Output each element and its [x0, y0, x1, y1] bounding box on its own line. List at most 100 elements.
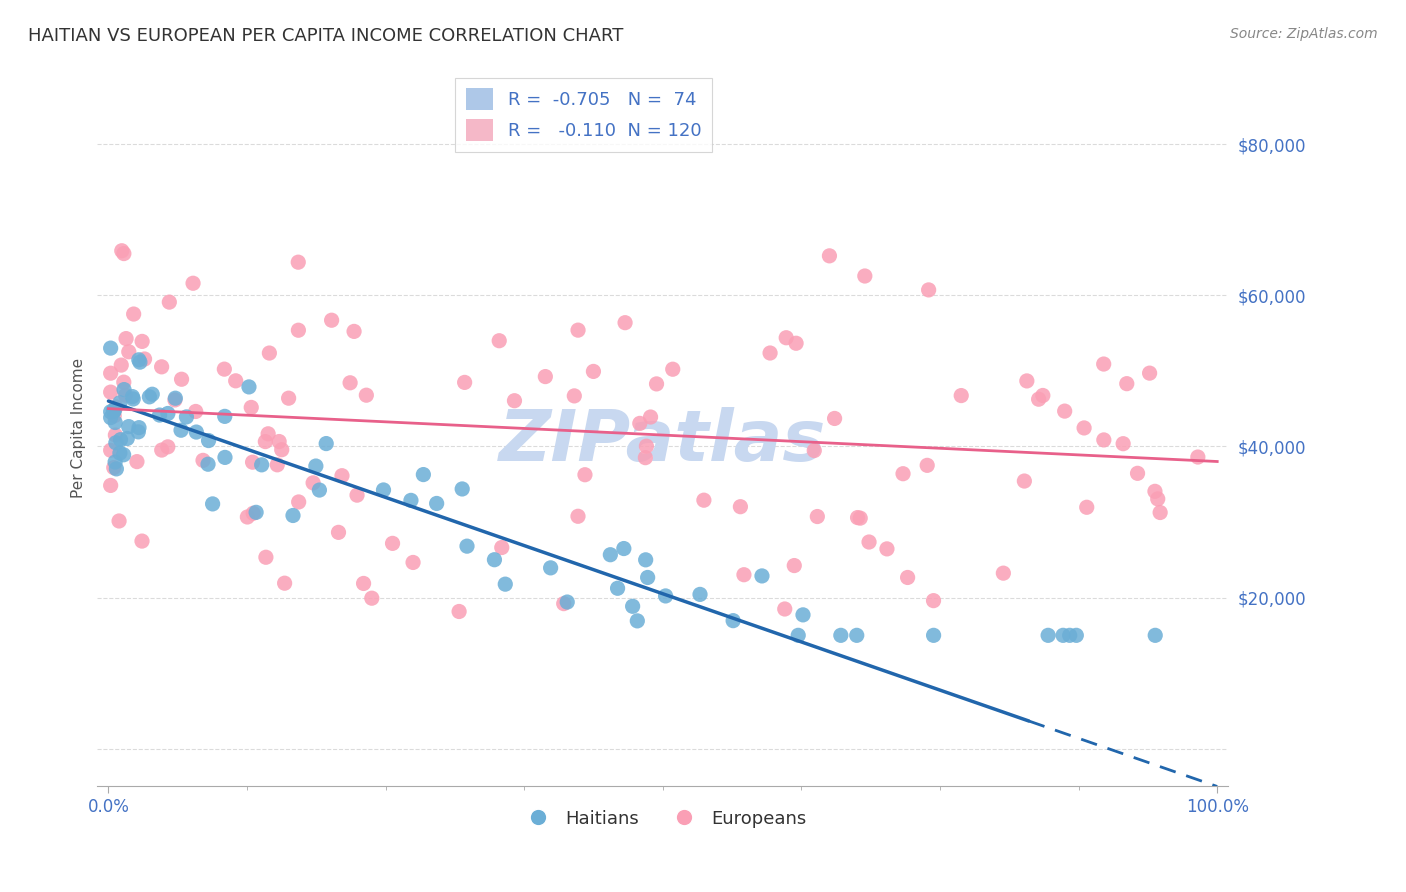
Point [759, 346, 782, 360]
Point [787, 628, 810, 642]
Point [108, 396, 131, 410]
Point [491, 541, 513, 555]
Point [122, 307, 145, 321]
Point [922, 628, 945, 642]
Point [356, 388, 378, 402]
Point [287, 323, 309, 337]
Point [330, 468, 353, 483]
Point [412, 467, 434, 482]
Point [582, 364, 605, 378]
Point [1126, 467, 1149, 481]
Point [773, 602, 796, 616]
Point [451, 482, 474, 496]
Point [308, 483, 330, 497]
Point [184, 404, 207, 418]
Point [114, 388, 136, 402]
Point [100, 341, 122, 355]
Point [640, 410, 662, 425]
Point [115, 332, 138, 346]
Point [1059, 628, 1081, 642]
Point [1149, 506, 1171, 520]
Point [112, 246, 135, 260]
Point [138, 390, 160, 404]
Point [381, 536, 404, 550]
Point [240, 401, 263, 415]
Point [110, 433, 132, 447]
Point [266, 458, 288, 472]
Point [118, 419, 141, 434]
Point [339, 376, 361, 390]
Text: Source: ZipAtlas.com: Source: ZipAtlas.com [1230, 27, 1378, 41]
Point [540, 561, 562, 575]
Point [993, 566, 1015, 581]
Point [104, 435, 127, 450]
Point [131, 334, 153, 349]
Point [111, 244, 134, 258]
Point [599, 548, 621, 562]
Point [121, 390, 143, 404]
Point [156, 407, 179, 421]
Point [281, 508, 304, 523]
Point [876, 541, 898, 556]
Point [567, 323, 589, 337]
Point [100, 478, 122, 492]
Point [818, 249, 841, 263]
Point [236, 510, 259, 524]
Point [112, 375, 135, 389]
Point [503, 393, 526, 408]
Point [214, 362, 236, 376]
Point [824, 411, 846, 425]
Point [104, 416, 127, 430]
Point [328, 525, 350, 540]
Point [343, 325, 366, 339]
Point [321, 313, 343, 327]
Point [830, 628, 852, 642]
Point [1146, 491, 1168, 506]
Point [100, 385, 122, 400]
Point [1053, 404, 1076, 418]
Point [150, 359, 173, 374]
Point [103, 409, 125, 423]
Point [1092, 357, 1115, 371]
Point [456, 539, 478, 553]
Point [112, 448, 135, 462]
Point [197, 457, 219, 471]
Point [103, 404, 125, 418]
Point [1112, 436, 1135, 450]
Point [606, 582, 628, 596]
Point [360, 591, 382, 606]
Point [100, 366, 122, 380]
Point [302, 475, 325, 490]
Point [257, 426, 280, 441]
Point [488, 334, 510, 348]
Point [269, 434, 291, 449]
Point [775, 331, 797, 345]
Point [917, 283, 939, 297]
Point [858, 535, 880, 549]
Y-axis label: Per Capita Income: Per Capita Income [72, 358, 86, 498]
Point [1092, 433, 1115, 447]
Point [117, 432, 139, 446]
Point [634, 450, 657, 465]
Point [287, 255, 309, 269]
Point [108, 446, 131, 460]
Point [1052, 628, 1074, 642]
Point [149, 408, 172, 422]
Point [134, 351, 156, 366]
Point [214, 450, 236, 465]
Point [100, 410, 122, 425]
Text: HAITIAN VS EUROPEAN PER CAPITA INCOME CORRELATION CHART: HAITIAN VS EUROPEAN PER CAPITA INCOME CO… [28, 27, 623, 45]
Point [346, 488, 368, 502]
Point [128, 352, 150, 367]
Point [1187, 450, 1209, 464]
Point [242, 506, 264, 520]
Point [402, 556, 425, 570]
Point [721, 614, 744, 628]
Point [614, 316, 637, 330]
Text: ZIPatlas: ZIPatlas [499, 408, 827, 476]
Point [751, 569, 773, 583]
Point [103, 404, 125, 418]
Point [238, 380, 260, 394]
Point [163, 392, 186, 407]
Point [186, 425, 208, 439]
